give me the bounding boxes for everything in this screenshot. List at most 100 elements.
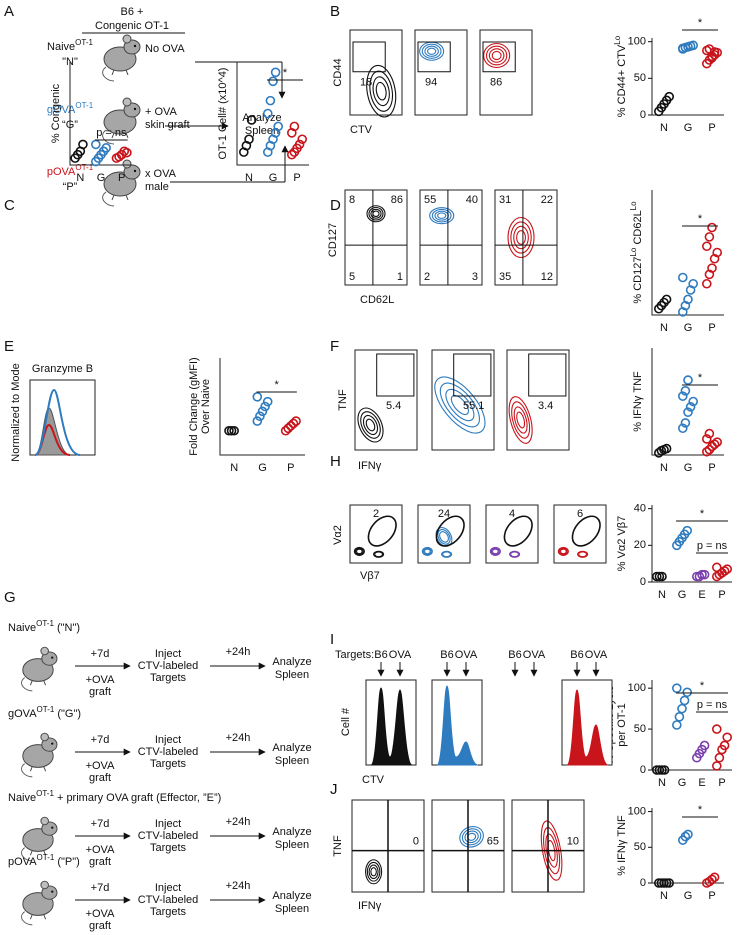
step-label: CTV-labeled: [138, 894, 199, 906]
dot: [722, 564, 733, 574]
protocol-title: NaiveOT-1 + primary OVA graft (Effector,…: [8, 789, 221, 804]
significance-label: *: [700, 680, 705, 692]
dot: [252, 416, 263, 426]
x-axis-label: IFNγ: [358, 460, 382, 472]
panel-letter: J: [330, 781, 338, 798]
dot: [255, 411, 265, 422]
contour: [434, 376, 486, 434]
x-tick-label: P: [708, 122, 715, 134]
dot: [265, 95, 276, 106]
x-tick-label: P: [708, 462, 715, 474]
contour: [421, 546, 433, 556]
dot: [683, 829, 693, 840]
mouse-head: [123, 39, 141, 55]
x-axis-label: Vβ7: [360, 570, 380, 582]
dot: [685, 402, 696, 412]
contour: [369, 70, 394, 112]
step-label: Analyze: [272, 742, 311, 754]
protocol-title: NaiveOT-1 ("N"): [8, 619, 80, 634]
dot: [101, 143, 111, 153]
y-axis-label: Fold Change (gMFI): [188, 357, 200, 455]
step-label: Targets: [150, 758, 187, 770]
contour: [370, 867, 377, 877]
contour: [490, 547, 500, 556]
dot: [286, 149, 297, 160]
contour: [488, 48, 505, 63]
dot: [722, 732, 733, 743]
dot: [260, 401, 270, 412]
step-label: +7d: [91, 882, 110, 894]
x-tick-label: G: [258, 462, 267, 474]
contour: [372, 76, 390, 107]
protocol-title: gOVAOT-1 ("G"): [8, 705, 81, 720]
x-tick-label: P: [708, 890, 715, 902]
significance-label: *: [698, 213, 703, 225]
treatment: male: [145, 181, 169, 193]
contour: [510, 221, 532, 254]
histogram: [566, 689, 609, 766]
contour: [427, 47, 437, 55]
contour: [374, 551, 384, 558]
dot: [671, 683, 682, 693]
flow-plot: [506, 349, 570, 451]
contour: [445, 388, 475, 422]
mouse-tail: [102, 191, 115, 207]
dot: [229, 425, 239, 436]
quadrant-value: 0: [413, 835, 419, 847]
mouse-head: [41, 651, 58, 666]
step-label: graft: [89, 686, 111, 698]
mouse-eye: [133, 107, 137, 111]
y-axis-label: TNF: [332, 835, 344, 857]
y-axis-label-part: % Vα2 Vβ7: [616, 516, 628, 572]
step-label: Analyze: [272, 826, 311, 838]
mouse-head: [123, 102, 141, 118]
dot: [671, 720, 682, 730]
contour: [353, 546, 365, 556]
group-code: "N": [62, 56, 78, 68]
group-code: “P”: [63, 181, 78, 193]
contour: [356, 548, 363, 555]
x-tick-label: G: [684, 122, 693, 134]
dot: [709, 439, 720, 450]
significance-label: *: [698, 17, 703, 29]
contour: [492, 548, 499, 555]
dot: [707, 222, 717, 233]
dot: [270, 67, 281, 78]
quadrant-value: 3: [472, 271, 478, 283]
contour: [557, 546, 569, 556]
dot: [704, 232, 715, 242]
y-tick-label: 100: [628, 36, 646, 48]
treatment: x OVA: [145, 168, 177, 180]
panel-letter: I: [330, 631, 334, 648]
y-axis-label-sup: Lo: [629, 247, 638, 256]
treatment: + OVA: [145, 106, 178, 118]
x-axis-label: CTV: [362, 774, 385, 786]
y-axis-label: per OT-1: [616, 703, 628, 746]
axis: [236, 62, 309, 166]
axis: [69, 62, 132, 166]
header: B6 +: [121, 6, 144, 18]
x-axis-label: CD62L: [360, 294, 394, 306]
dot: [294, 139, 305, 150]
flow-plot: [349, 29, 403, 116]
mouse-feet: [111, 194, 129, 201]
gate-value: 3.4: [538, 400, 553, 412]
contour: [439, 382, 480, 428]
mouse-tail: [21, 763, 33, 778]
contour: [491, 50, 502, 61]
dot: [273, 121, 284, 132]
dot: [286, 421, 296, 431]
step-label: Spleen: [275, 669, 309, 681]
x-tick-label: E: [698, 589, 705, 601]
target-label: B6: [508, 649, 521, 661]
step-label: Inject: [155, 734, 181, 746]
mouse-ear: [40, 732, 49, 742]
header: Congenic OT-1: [95, 20, 169, 32]
protocol-title-part: pOVA: [8, 856, 37, 868]
contour: [461, 828, 482, 846]
flow-plot: [365, 679, 417, 766]
contour: [424, 45, 439, 57]
contour: [360, 411, 381, 439]
dot: [661, 443, 672, 454]
